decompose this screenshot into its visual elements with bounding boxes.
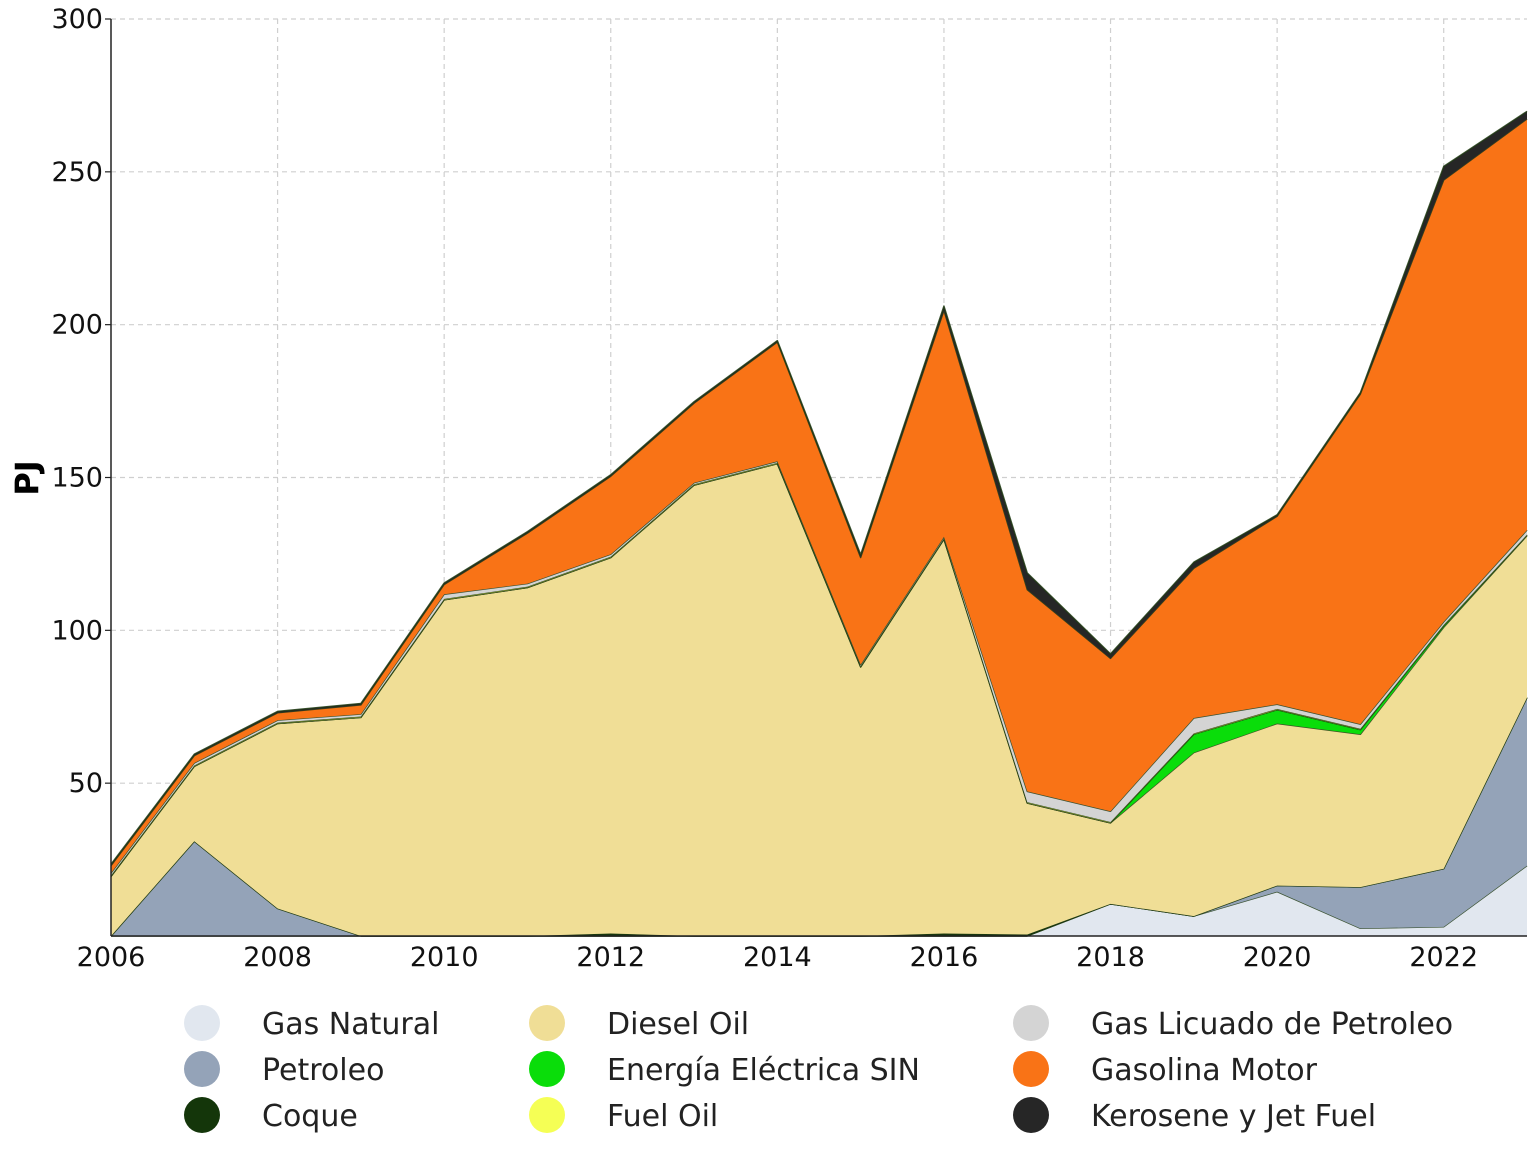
legend-marker-diesel-oil — [529, 1005, 565, 1041]
legend-marker-petroleo — [184, 1051, 220, 1087]
y-axis-tick-labels: 50 100 150 200 250 300 — [51, 4, 111, 799]
x-tick-label-2010: 2010 — [410, 942, 479, 973]
legend-marker-gasolina-motor — [1013, 1051, 1049, 1087]
area-gasolina-motor — [111, 118, 1527, 874]
legend-label-gasolina-motor: Gasolina Motor — [1091, 1053, 1318, 1088]
x-axis-tick-labels: 2006 2008 2010 2012 2014 2016 2018 2020 2022 — [77, 942, 1478, 973]
legend-label-coque: Coque — [262, 1099, 358, 1134]
legend: Gas Natural Petroleo Coque Diesel Oil Energí… — [184, 1005, 1453, 1134]
area-edge-kerosene-y-jet-fuel — [110, 110, 1528, 865]
legend-label-gas-licuado-de-petroleo: Gas Licuado de Petroleo — [1091, 1007, 1453, 1042]
y-tick-label-50: 50 — [69, 768, 103, 799]
x-tick-label-2008: 2008 — [243, 942, 312, 973]
x-tick-label-2014: 2014 — [743, 942, 812, 973]
legend-marker-kerosene-y-jet-fuel — [1013, 1097, 1049, 1133]
legend-label-petroleo: Petroleo — [262, 1053, 384, 1088]
legend-label-diesel-oil: Diesel Oil — [607, 1007, 749, 1042]
x-tick-label-2018: 2018 — [1076, 942, 1145, 973]
x-tick-label-2020: 2020 — [1243, 942, 1312, 973]
legend-label-energia-electrica-sin: Energía Eléctrica SIN — [607, 1053, 920, 1088]
y-tick-label-200: 200 — [51, 310, 103, 341]
area-petroleo — [111, 697, 1527, 936]
legend-label-fuel-oil: Fuel Oil — [607, 1099, 718, 1134]
legend-marker-gas-natural — [184, 1005, 220, 1041]
x-tick-label-2022: 2022 — [1409, 942, 1478, 973]
legend-label-kerosene-y-jet-fuel: Kerosene y Jet Fuel — [1091, 1099, 1376, 1134]
y-tick-label-100: 100 — [51, 615, 103, 646]
area-gas-licuado-de-petroleo — [111, 461, 1527, 876]
legend-marker-gas-licuado-de-petroleo — [1013, 1005, 1049, 1041]
area-gas-natural — [111, 865, 1527, 936]
x-tick-label-2016: 2016 — [910, 942, 979, 973]
area-series — [110, 110, 1528, 937]
y-tick-label-150: 150 — [51, 463, 103, 494]
legend-marker-coque — [184, 1097, 220, 1133]
legend-label-gas-natural: Gas Natural — [262, 1007, 439, 1042]
legend-marker-fuel-oil — [529, 1097, 565, 1133]
legend-marker-energia-electrica-sin — [529, 1051, 565, 1087]
area-diesel-oil — [111, 463, 1527, 936]
y-tick-label-250: 250 — [51, 157, 103, 188]
x-tick-label-2012: 2012 — [576, 942, 645, 973]
y-axis-title: PJ — [8, 460, 46, 495]
y-tick-label-300: 300 — [51, 4, 103, 35]
x-tick-label-2006: 2006 — [77, 942, 146, 973]
